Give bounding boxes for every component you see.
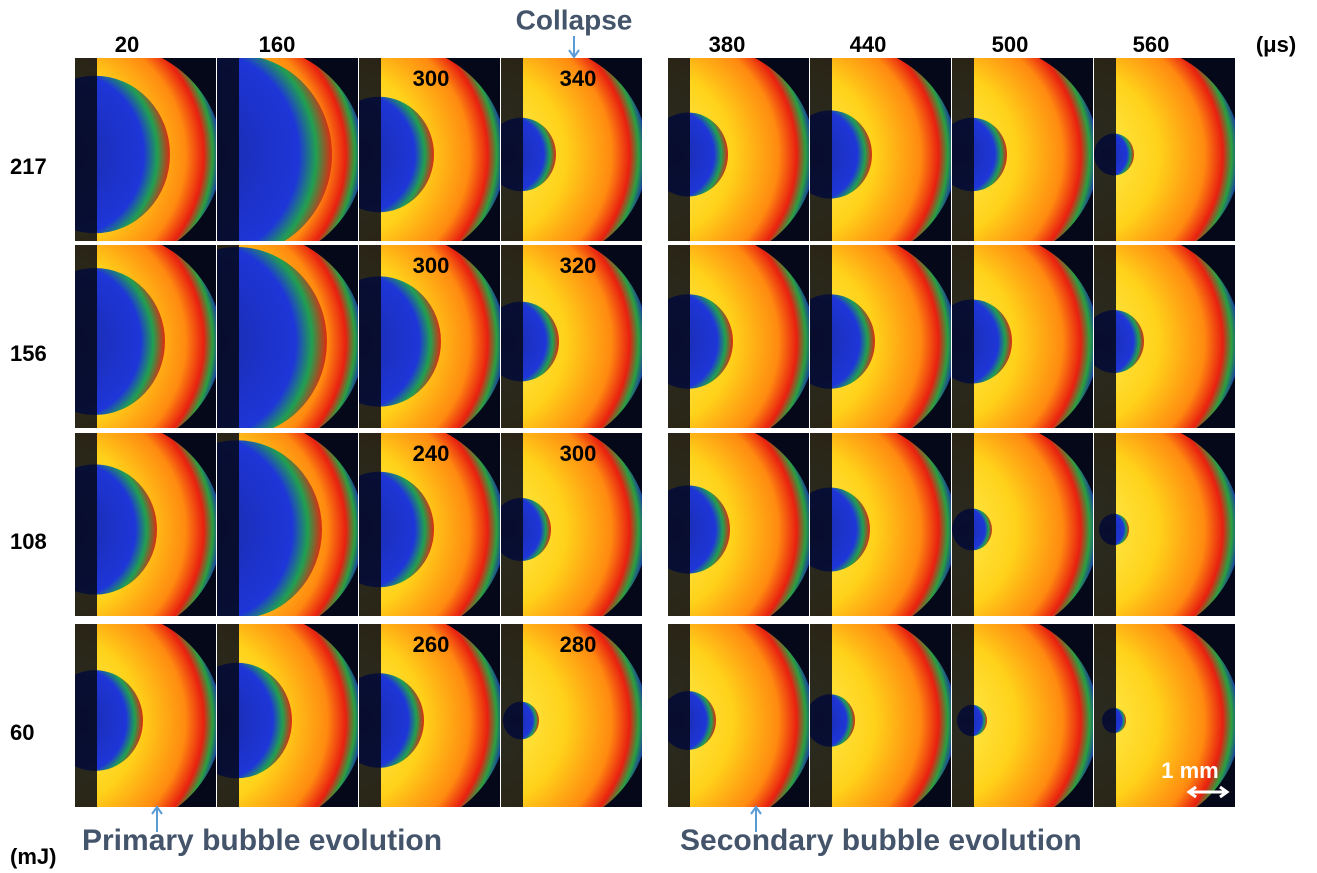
panel-time-label: 340 <box>560 66 597 91</box>
dark-edge <box>952 245 974 428</box>
page: Collapse (μs) (mJ) Primary bubble evolut… <box>0 0 1317 873</box>
energy-label: 217 <box>10 154 47 179</box>
dark-edge <box>75 58 97 241</box>
dark-edge <box>1094 58 1116 241</box>
dark-edge <box>359 433 381 616</box>
dark-edge <box>501 245 523 428</box>
energy-label: 60 <box>10 720 34 745</box>
secondary-label: Secondary bubble evolution <box>680 824 1082 857</box>
dark-edge <box>668 624 690 807</box>
dark-edge <box>75 624 97 807</box>
energy-unit: (mJ) <box>10 844 56 869</box>
time-label: 20 <box>115 32 139 57</box>
time-label: 560 <box>1133 32 1170 57</box>
panel-grid <box>0 43 1241 833</box>
energy-label: 156 <box>10 341 47 366</box>
time-label: 440 <box>850 32 887 57</box>
dark-edge <box>952 58 974 241</box>
scale-bar-label: 1 mm <box>1161 758 1218 783</box>
time-label: 380 <box>709 32 746 57</box>
dark-edge <box>810 433 832 616</box>
collapse-label: Collapse <box>516 4 633 35</box>
dark-edge <box>1094 245 1116 428</box>
dark-edge <box>501 58 523 241</box>
dark-edge <box>952 433 974 616</box>
dark-edge <box>359 245 381 428</box>
panel-time-label: 240 <box>413 441 450 466</box>
dark-edge <box>217 433 239 616</box>
energy-label: 108 <box>10 529 47 554</box>
dark-edge <box>75 433 97 616</box>
figure: Collapse (μs) (mJ) Primary bubble evolut… <box>0 0 1317 873</box>
dark-edge <box>75 245 97 428</box>
panel-time-label: 300 <box>413 66 450 91</box>
dark-edge <box>217 245 239 428</box>
dark-edge <box>952 624 974 807</box>
dark-edge <box>668 245 690 428</box>
dark-edge <box>810 58 832 241</box>
dark-edge <box>501 433 523 616</box>
primary-label: Primary bubble evolution <box>82 824 442 857</box>
panel-time-label: 300 <box>413 253 450 278</box>
dark-edge <box>1094 433 1116 616</box>
dark-edge <box>217 624 239 807</box>
dark-edge <box>668 433 690 616</box>
panel-time-label: 320 <box>560 253 597 278</box>
dark-edge <box>501 624 523 807</box>
dark-edge <box>359 58 381 241</box>
panel-time-label: 280 <box>560 632 597 657</box>
time-unit: (μs) <box>1256 32 1296 57</box>
dark-edge <box>359 624 381 807</box>
dark-edge <box>217 58 239 241</box>
dark-edge <box>1094 624 1116 807</box>
panel-time-label: 300 <box>560 441 597 466</box>
dark-edge <box>668 58 690 241</box>
panel-time-label: 260 <box>413 632 450 657</box>
dark-edge <box>810 624 832 807</box>
dark-edge <box>810 245 832 428</box>
time-label: 160 <box>259 32 296 57</box>
time-label: 500 <box>992 32 1029 57</box>
